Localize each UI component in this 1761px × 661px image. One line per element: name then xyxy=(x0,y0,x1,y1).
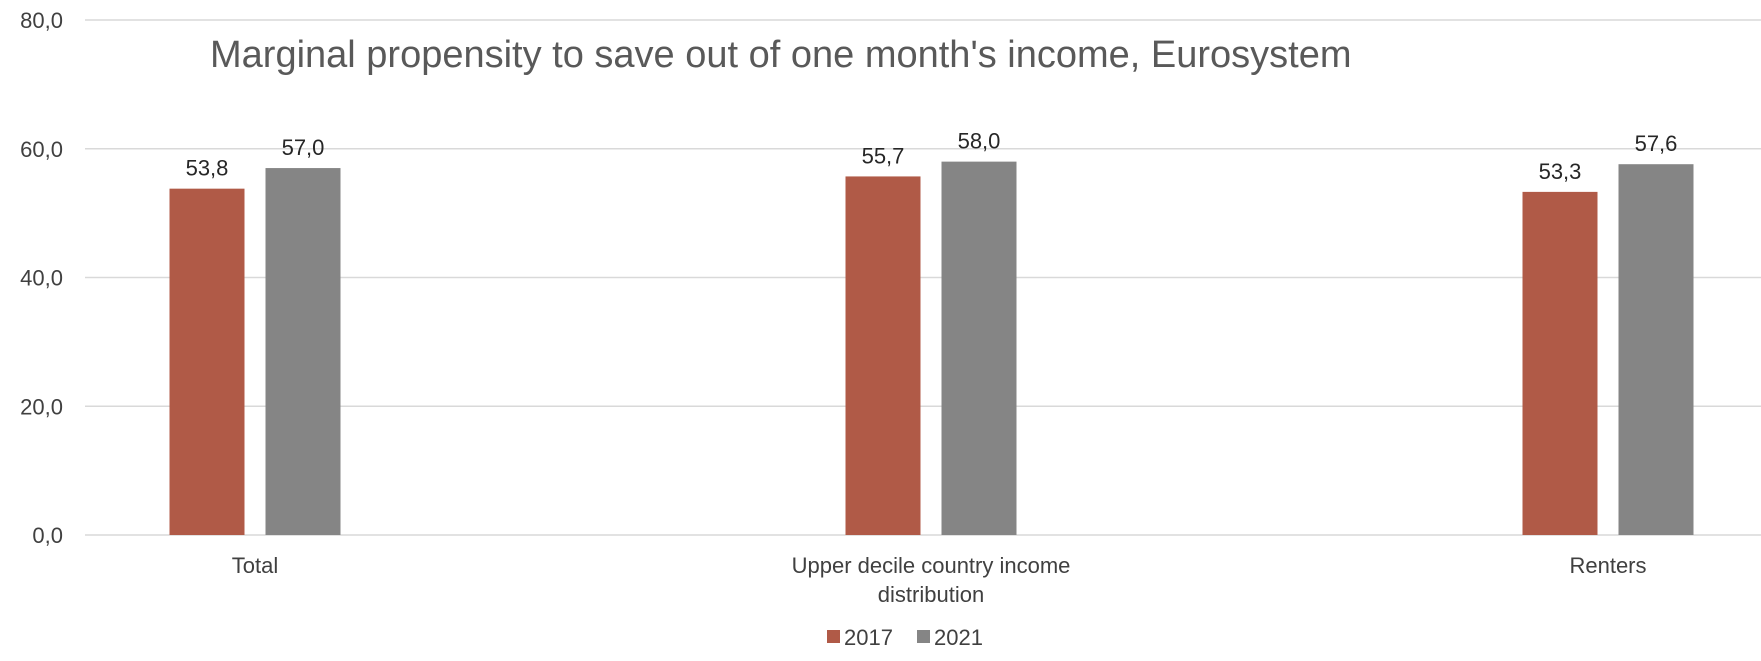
y-tick-label: 0,0 xyxy=(32,523,63,548)
category-label: Renters xyxy=(1569,553,1646,578)
bar-2021-1 xyxy=(941,161,1017,535)
bar-2021-0 xyxy=(265,168,341,535)
bars xyxy=(169,161,1694,535)
gridlines xyxy=(85,19,1761,536)
legend-swatch xyxy=(917,630,930,643)
data-label: 57,0 xyxy=(282,135,325,160)
y-tick-label: 60,0 xyxy=(20,137,63,162)
data-label: 53,3 xyxy=(1539,159,1582,184)
bar-2017-0 xyxy=(169,188,245,535)
legend-label: 2021 xyxy=(934,625,983,650)
y-tick-label: 20,0 xyxy=(20,394,63,419)
bar-2021-2 xyxy=(1618,164,1694,535)
data-label: 57,6 xyxy=(1635,131,1678,156)
legend-swatch xyxy=(827,630,840,643)
y-tick-label: 40,0 xyxy=(20,266,63,291)
data-label: 58,0 xyxy=(958,129,1001,154)
y-tick-label: 80,0 xyxy=(20,8,63,33)
category-label: Upper decile country income xyxy=(792,553,1071,578)
data-label: 53,8 xyxy=(186,156,229,181)
bar-2017-1 xyxy=(845,176,921,535)
category-labels: Total Upper decile country income distribu… xyxy=(232,553,1647,607)
category-label: Total xyxy=(232,553,278,578)
data-labels: 53,8 55,7 53,3 57,0 58,0 57,6 xyxy=(186,129,1678,184)
category-label: distribution xyxy=(878,582,984,607)
chart-title: Marginal propensity to save out of one m… xyxy=(210,34,1351,76)
y-axis-ticks: 0,0 20,0 40,0 60,0 80,0 xyxy=(20,8,63,548)
data-label: 55,7 xyxy=(862,143,905,168)
bar-2017-2 xyxy=(1522,191,1598,535)
legend-label: 2017 xyxy=(844,625,893,650)
legend: 2017 2021 xyxy=(827,625,983,650)
